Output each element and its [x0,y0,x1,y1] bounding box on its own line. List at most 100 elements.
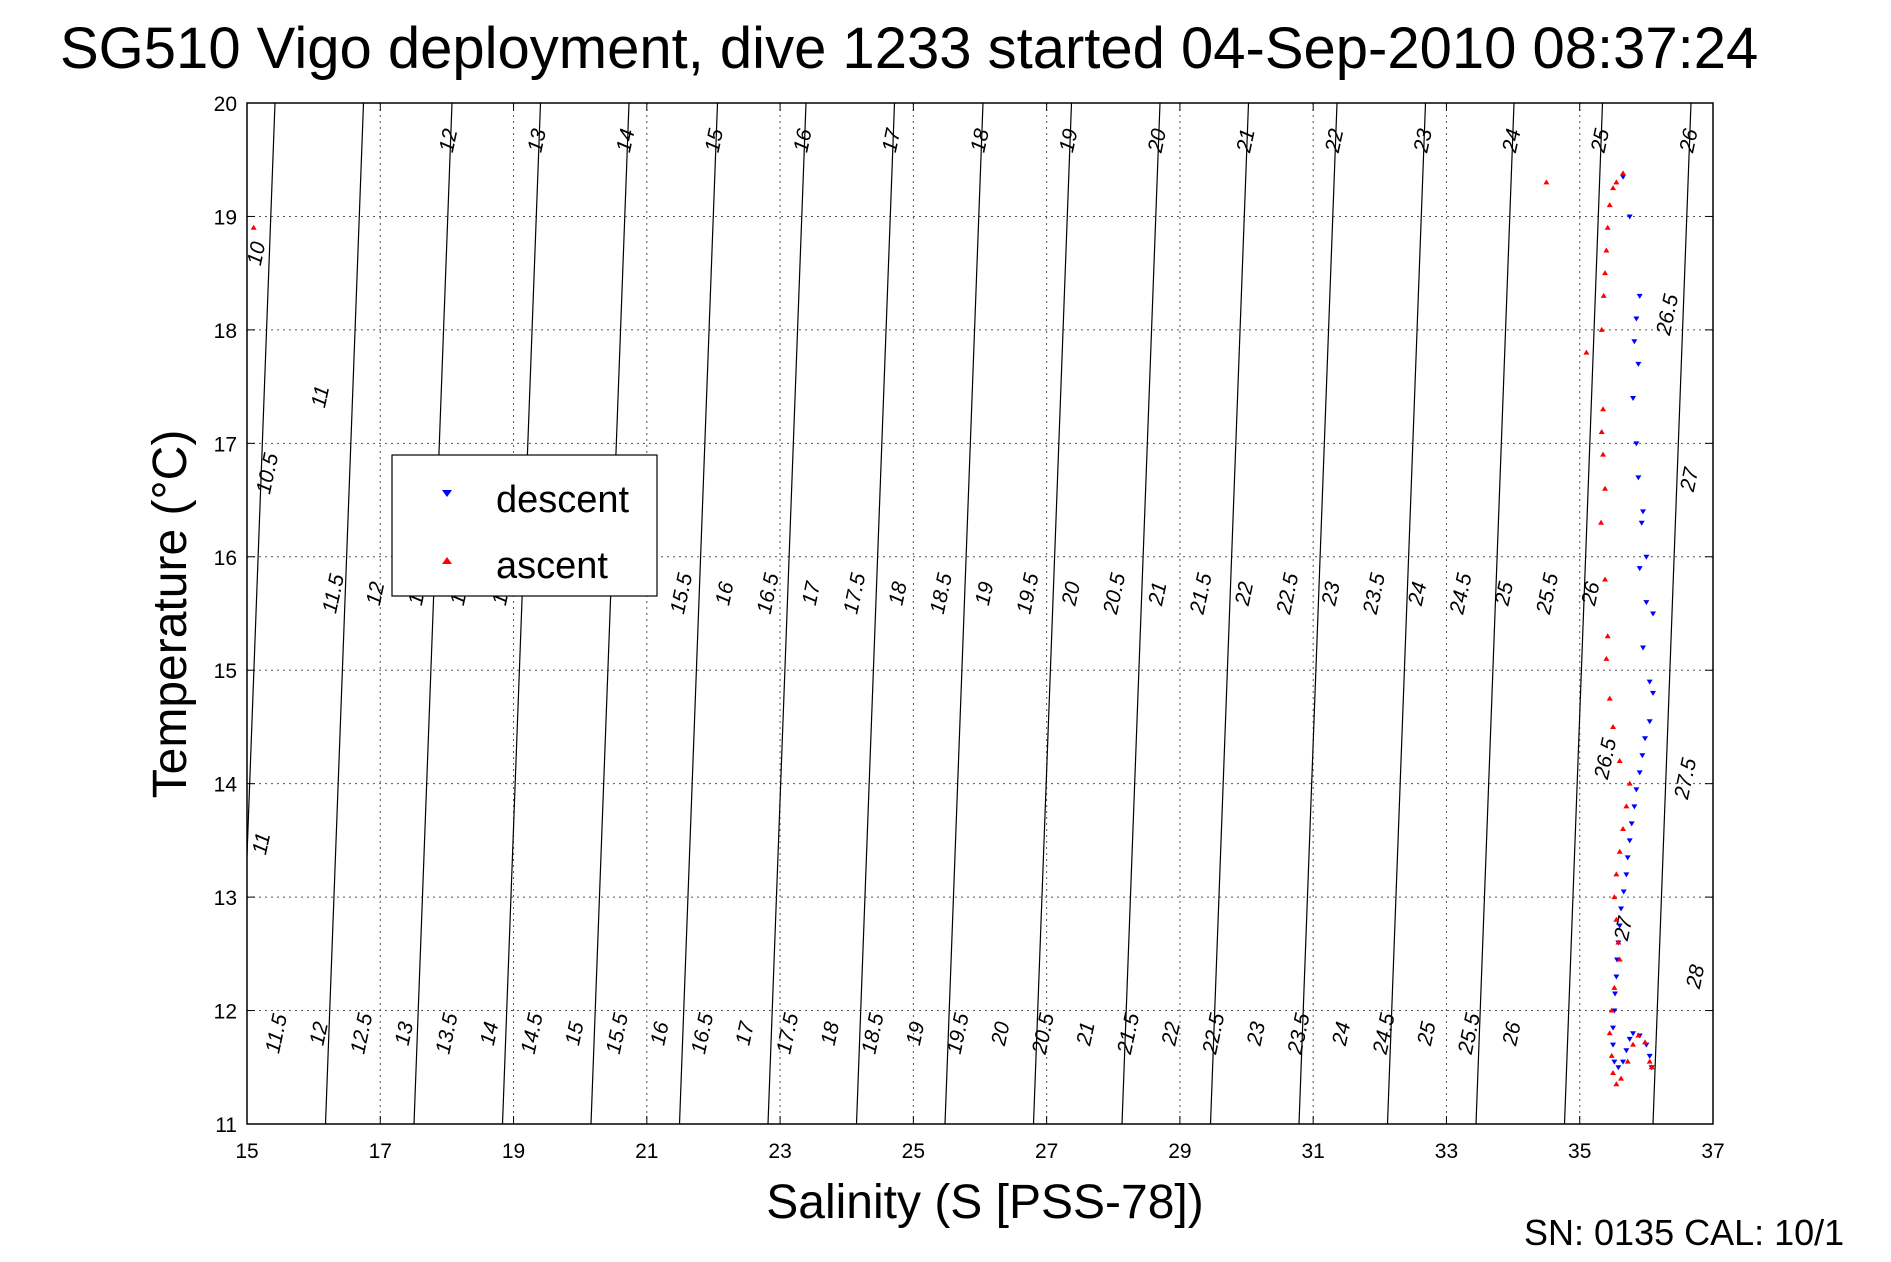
ascent-point [1626,780,1633,786]
descent-point [1646,719,1653,725]
x-tick-label: 23 [768,1140,791,1163]
contour-label-middle: 12 [362,580,389,608]
y-tick-label: 13 [214,887,237,910]
descent-point [1646,679,1653,685]
ascent-point [1623,803,1630,809]
ascent-point [1600,451,1607,457]
contour-label-bottom: 26 [1498,1020,1526,1049]
descent-point [1623,1048,1630,1054]
descent-point [1646,1053,1653,1059]
ascent-point [1543,179,1550,185]
ascent-point [1618,1075,1625,1081]
x-tick-label: 27 [1035,1140,1058,1163]
descent-point [1650,690,1657,696]
plot-background [247,103,1713,1124]
ascent-point [1606,202,1613,208]
contour-label-right: 28 [1682,963,1710,992]
contour-label-top: 13 [524,127,551,155]
descent-point [1631,339,1638,345]
descent-point [1610,1025,1617,1031]
chart-title: SG510 Vigo deployment, dive 1233 started… [60,16,1758,81]
descent-point [1613,974,1620,980]
descent-point [1620,889,1627,895]
contour-label-middle: 24 [1404,580,1432,609]
contour-label-top: 19 [1055,127,1082,155]
descent-point [1640,509,1647,515]
contour-label-top: 14 [612,127,639,155]
x-tick-label: 25 [902,1140,925,1163]
ascent-point [1613,1081,1620,1087]
contour-label-middle: 21 [1144,580,1172,609]
ascent-point [1583,349,1590,355]
ascent-point [1642,1039,1649,1045]
y-axis-label: Temperature (°C) [144,430,197,799]
descent-point [1636,566,1643,572]
x-tick-label: 37 [1701,1140,1724,1163]
ascent-point [1600,292,1607,298]
contour-label-left: 11 [307,384,334,410]
density-contour-line [1742,103,1780,1124]
density-contour-line [1830,103,1868,1124]
calibration-footer: SN: 0135 CAL: 10/1 [1524,1212,1844,1253]
ascent-point [1608,1052,1615,1058]
ascent-point [1613,179,1620,185]
contour-label-bottom: 16 [646,1020,673,1048]
x-tick-label: 15 [235,1140,258,1163]
contour-label-top: 21 [1232,127,1260,156]
descent-point [1628,821,1635,827]
descent-point [1633,316,1640,322]
contour-label-top: 12 [435,127,462,155]
y-tick-label: 20 [214,93,237,116]
descent-point [1626,214,1633,220]
contour-label-middle: 20 [1057,580,1085,609]
contour-label-bottom: 14 [476,1020,503,1048]
ascent-point [1610,723,1617,729]
ascent-point [1611,984,1618,990]
y-tick-label: 15 [214,660,237,683]
legend-descent-label: descent [496,479,630,521]
ascent-point [250,224,257,230]
data-points [250,170,1657,1087]
ascent-point [1598,519,1605,525]
contour-label-top: 15 [701,127,728,155]
contour-label-bottom: 23 [1243,1020,1271,1049]
ascent-point [1603,655,1610,661]
descent-point [1611,1059,1618,1065]
descent-point [1639,753,1646,759]
contour-label-bottom: 15 [561,1020,588,1048]
ascent-point [1610,1069,1617,1075]
y-tick-label: 18 [214,320,237,343]
ascent-point [1646,1058,1653,1064]
contour-label-top: 24 [1498,127,1526,156]
ascent-point [1602,485,1609,491]
x-tick-label: 31 [1302,1140,1325,1163]
descent-point [1612,991,1619,997]
ascent-point [1616,848,1623,854]
contour-label-bottom: 18 [817,1020,844,1048]
ascent-point [1624,1058,1631,1064]
density-contour-line [60,103,98,1124]
contour-label-bottom: 25 [1413,1020,1441,1049]
contour-label-middle: 26 [1577,580,1605,609]
ascent-point [1620,826,1627,832]
contour-label-middle: 22 [1231,580,1259,609]
ascent-point [1620,170,1627,176]
legend-box [391,454,658,597]
ascent-point [1608,1007,1615,1013]
descent-point [1610,1042,1617,1048]
contour-label-top: 23 [1409,127,1437,156]
density-contour-line [0,103,10,1124]
x-tick-label: 35 [1568,1140,1591,1163]
x-tick-label: 29 [1168,1140,1191,1163]
y-tick-label: 11 [215,1114,237,1137]
legend-ascent-label: ascent [496,545,608,587]
ascent-point [1602,576,1609,582]
descent-point [1616,923,1623,929]
ascent-point [1598,428,1605,434]
contour-label-middle: 18 [884,580,911,608]
contour-label-top: 18 [967,127,994,155]
ascent-point [1613,871,1620,877]
contour-label-middle: 16 [711,580,738,608]
descent-point [1650,611,1657,617]
x-tick-label: 19 [502,1140,525,1163]
